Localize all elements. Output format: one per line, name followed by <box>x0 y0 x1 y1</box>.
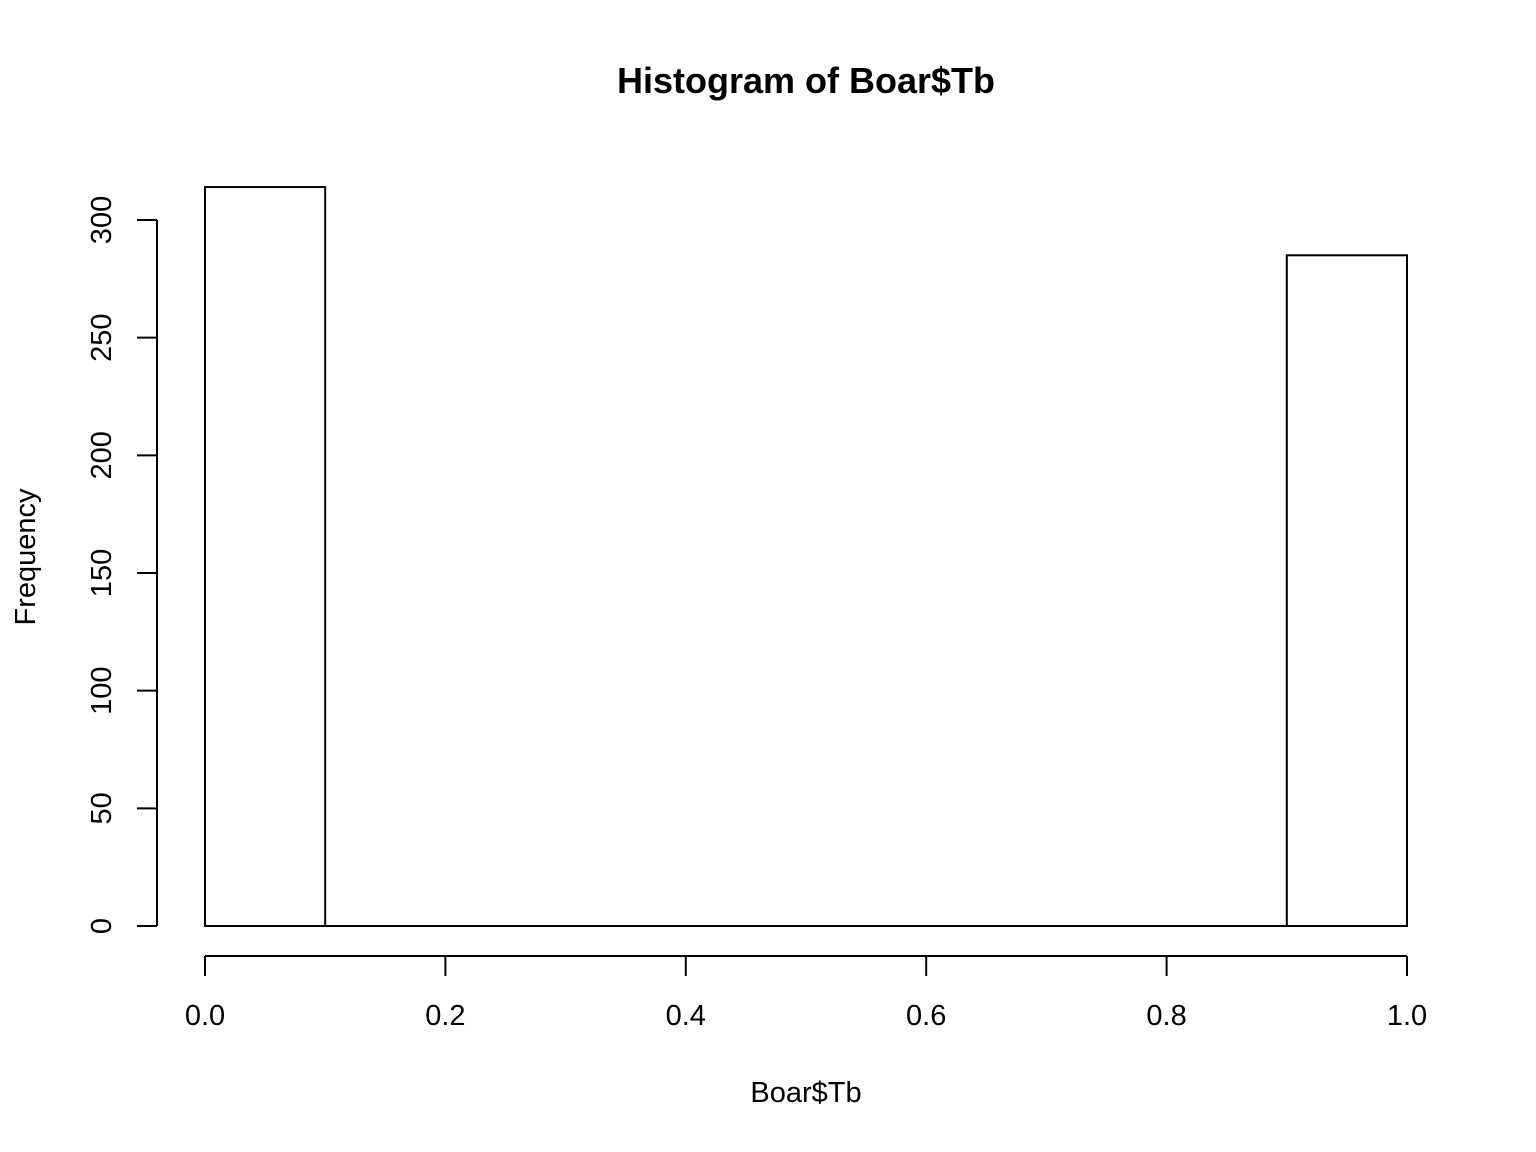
bars-group <box>204 186 1409 928</box>
x-tick-label: 1.0 <box>1387 1000 1427 1032</box>
y-axis-label: Frequency <box>10 488 42 626</box>
y-tick-label: 50 <box>86 792 118 824</box>
x-tick-label: 0.2 <box>425 1000 465 1032</box>
x-tick-label: 0.0 <box>185 1000 225 1032</box>
chart-title: Histogram of Boar$Tb <box>617 60 995 101</box>
y-tick-label: 250 <box>86 313 118 361</box>
x-tick-label: 0.4 <box>666 1000 706 1032</box>
histogram-bar <box>1285 254 1409 928</box>
x-axis: 0.0 0.2 0.4 0.6 0.8 1.0 <box>185 955 1427 1032</box>
x-tick-label: 0.6 <box>906 1000 946 1032</box>
histogram-bar <box>204 186 327 927</box>
x-axis-label: Boar$Tb <box>750 1077 861 1109</box>
y-tick-label: 0 <box>86 918 118 934</box>
y-tick-label: 100 <box>86 666 118 714</box>
y-tick-label: 300 <box>86 196 118 244</box>
y-axis: 0 50 100 150 200 250 300 <box>86 196 158 934</box>
y-tick-label: 150 <box>86 549 118 597</box>
x-tick-label: 0.8 <box>1146 1000 1186 1032</box>
y-tick-label: 200 <box>86 431 118 479</box>
